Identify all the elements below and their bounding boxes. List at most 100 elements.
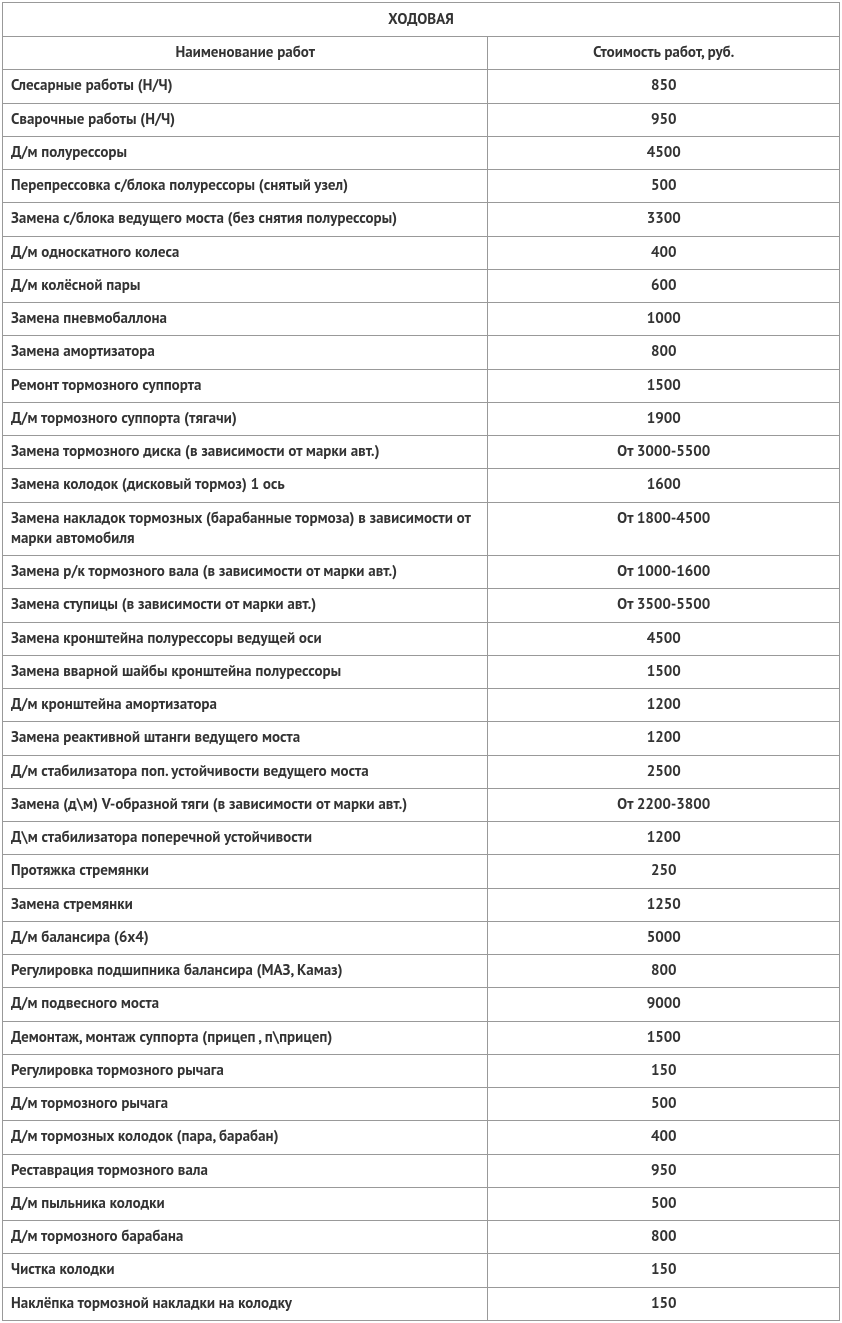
cell-name: Регулировка подшипника балансира (МАЗ, К… — [3, 955, 488, 988]
cell-name: Протяжка стремянки — [3, 855, 488, 888]
table-title: ХОДОВАЯ — [3, 3, 840, 37]
cell-name: Замена стремянки — [3, 888, 488, 921]
cell-name: Замена ступицы (в зависимости от марки а… — [3, 589, 488, 622]
cell-price: 800 — [488, 955, 840, 988]
cell-name: Замена кронштейна полурессоры ведущей ос… — [3, 622, 488, 655]
table-row: Д/м подвесного моста9000 — [3, 988, 840, 1021]
cell-price: От 1000-1600 — [488, 556, 840, 589]
column-header-name: Наименование работ — [3, 37, 488, 70]
cell-price: 1250 — [488, 888, 840, 921]
cell-name: Д/м односкатного колеса — [3, 236, 488, 269]
cell-price: 1500 — [488, 369, 840, 402]
table-row: Замена амортизатора800 — [3, 336, 840, 369]
cell-price: 4500 — [488, 136, 840, 169]
table-row: Замена тормозного диска (в зависимости о… — [3, 436, 840, 469]
cell-price: От 1800-4500 — [488, 502, 840, 556]
cell-price: 400 — [488, 1121, 840, 1154]
cell-price: 1600 — [488, 469, 840, 502]
cell-name: Замена тормозного диска (в зависимости о… — [3, 436, 488, 469]
cell-price: 500 — [488, 170, 840, 203]
cell-name: Регулировка тормозного рычага — [3, 1054, 488, 1087]
table-row: Д/м пыльника колодки500 — [3, 1187, 840, 1220]
table-row: Наклёпка тормозной накладки на колодку15… — [3, 1287, 840, 1320]
table-row: Замена ступицы (в зависимости от марки а… — [3, 589, 840, 622]
cell-price: 250 — [488, 855, 840, 888]
cell-price: 150 — [488, 1054, 840, 1087]
table-body: Слесарные работы (Н/Ч)850Сварочные работ… — [3, 70, 840, 1321]
cell-name: Чистка колодки — [3, 1254, 488, 1287]
cell-price: 1200 — [488, 822, 840, 855]
cell-price: От 3000-5500 — [488, 436, 840, 469]
cell-name: Сварочные работы (Н/Ч) — [3, 103, 488, 136]
cell-name: Д/м пыльника колодки — [3, 1187, 488, 1220]
table-row: Замена кронштейна полурессоры ведущей ос… — [3, 622, 840, 655]
cell-price: 950 — [488, 1154, 840, 1187]
table-row: Замена вварной шайбы кронштейна полуресс… — [3, 655, 840, 688]
cell-name: Замена пневмобаллона — [3, 303, 488, 336]
cell-name: Наклёпка тормозной накладки на колодку — [3, 1287, 488, 1320]
price-table: ХОДОВАЯ Наименование работ Стоимость раб… — [2, 2, 840, 1321]
cell-price: 950 — [488, 103, 840, 136]
cell-price: 500 — [488, 1088, 840, 1121]
cell-name: Замена амортизатора — [3, 336, 488, 369]
cell-name: Замена накладок тормозных (барабанные то… — [3, 502, 488, 556]
cell-price: 1500 — [488, 1021, 840, 1054]
cell-name: Д/м колёсной пары — [3, 269, 488, 302]
cell-name: Д/м балансира (6х4) — [3, 921, 488, 954]
table-row: Д/м полурессоры4500 — [3, 136, 840, 169]
cell-name: Д/м тормозного суппорта (тягачи) — [3, 402, 488, 435]
table-row: Перепрессовка с/блока полурессоры (сняты… — [3, 170, 840, 203]
table-row: Д/м кронштейна амортизатора1200 — [3, 689, 840, 722]
cell-price: От 2200-3800 — [488, 788, 840, 821]
table-row: Замена реактивной штанги ведущего моста1… — [3, 722, 840, 755]
column-header-price: Стоимость работ, руб. — [488, 37, 840, 70]
cell-price: 1200 — [488, 689, 840, 722]
cell-price: 850 — [488, 70, 840, 103]
cell-price: 400 — [488, 236, 840, 269]
table-row: Д/м тормозного суппорта (тягачи)1900 — [3, 402, 840, 435]
table-row: Замена (д\м) V-образной тяги (в зависимо… — [3, 788, 840, 821]
cell-price: От 3500-5500 — [488, 589, 840, 622]
cell-price: 600 — [488, 269, 840, 302]
cell-name: Замена с/блока ведущего моста (без сняти… — [3, 203, 488, 236]
cell-name: Замена реактивной штанги ведущего моста — [3, 722, 488, 755]
cell-price: 9000 — [488, 988, 840, 1021]
cell-name: Д/м тормозного барабана — [3, 1221, 488, 1254]
table-title-row: ХОДОВАЯ — [3, 3, 840, 37]
table-row: Регулировка тормозного рычага150 — [3, 1054, 840, 1087]
cell-name: Перепрессовка с/блока полурессоры (сняты… — [3, 170, 488, 203]
cell-price: 4500 — [488, 622, 840, 655]
cell-name: Д/м кронштейна амортизатора — [3, 689, 488, 722]
cell-name: Замена (д\м) V-образной тяги (в зависимо… — [3, 788, 488, 821]
cell-price: 2500 — [488, 755, 840, 788]
cell-name: Замена р/к тормозного вала (в зависимост… — [3, 556, 488, 589]
table-row: Д/м стабилизатора поп. устойчивости веду… — [3, 755, 840, 788]
table-row: Замена накладок тормозных (барабанные то… — [3, 502, 840, 556]
cell-name: Реставрация тормозного вала — [3, 1154, 488, 1187]
cell-name: Замена колодок (дисковый тормоз) 1 ось — [3, 469, 488, 502]
table-row: Реставрация тормозного вала950 — [3, 1154, 840, 1187]
table-header-row: Наименование работ Стоимость работ, руб. — [3, 37, 840, 70]
table-row: Замена р/к тормозного вала (в зависимост… — [3, 556, 840, 589]
cell-price: 5000 — [488, 921, 840, 954]
cell-price: 1900 — [488, 402, 840, 435]
cell-price: 1000 — [488, 303, 840, 336]
table-row: Регулировка подшипника балансира (МАЗ, К… — [3, 955, 840, 988]
table-row: Д/м тормозного барабана800 — [3, 1221, 840, 1254]
cell-price: 1500 — [488, 655, 840, 688]
cell-name: Д/м стабилизатора поп. устойчивости веду… — [3, 755, 488, 788]
table-row: Д/м балансира (6х4)5000 — [3, 921, 840, 954]
cell-price: 500 — [488, 1187, 840, 1220]
table-row: Сварочные работы (Н/Ч)950 — [3, 103, 840, 136]
table-row: Д/м тормозного рычага500 — [3, 1088, 840, 1121]
cell-name: Д/м тормозных колодок (пара, барабан) — [3, 1121, 488, 1154]
table-row: Ремонт тормозного суппорта1500 — [3, 369, 840, 402]
cell-name: Д/м полурессоры — [3, 136, 488, 169]
table-row: Замена с/блока ведущего моста (без сняти… — [3, 203, 840, 236]
cell-price: 1200 — [488, 722, 840, 755]
table-row: Д/м колёсной пары600 — [3, 269, 840, 302]
cell-name: Слесарные работы (Н/Ч) — [3, 70, 488, 103]
table-row: Д/м тормозных колодок (пара, барабан)400 — [3, 1121, 840, 1154]
cell-price: 3300 — [488, 203, 840, 236]
table-row: Д\м стабилизатора поперечной устойчивост… — [3, 822, 840, 855]
